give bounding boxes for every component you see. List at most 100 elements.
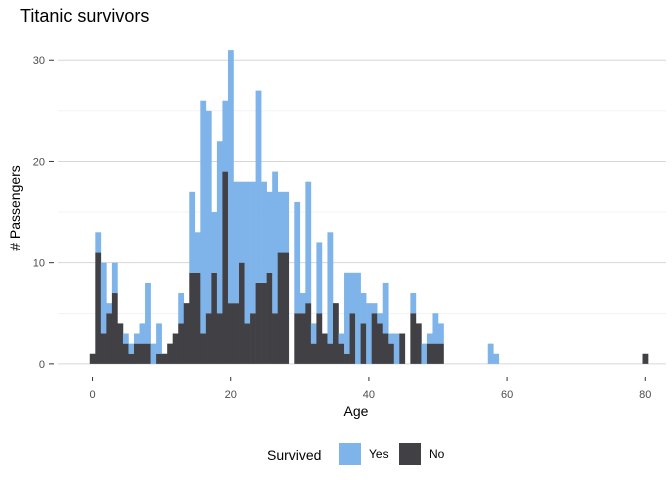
bar-no bbox=[227, 303, 234, 364]
bar-yes bbox=[272, 171, 279, 314]
bar-yes bbox=[371, 303, 378, 314]
chart-title: Titanic survivors bbox=[20, 6, 149, 26]
bar-no bbox=[255, 282, 262, 364]
bar-yes bbox=[299, 293, 306, 314]
bar-no bbox=[272, 313, 279, 364]
bar-no bbox=[283, 252, 290, 364]
bar-no bbox=[239, 262, 245, 364]
legend-title: Survived bbox=[267, 447, 321, 463]
bar-no bbox=[172, 333, 179, 364]
bar-no bbox=[371, 313, 378, 364]
bar-yes bbox=[432, 313, 439, 344]
x-axis-ticks: 0 20 40 60 80 bbox=[89, 377, 651, 401]
bar-no bbox=[222, 171, 229, 364]
bar-no bbox=[327, 343, 334, 364]
bar-no bbox=[117, 323, 124, 364]
bar-yes bbox=[355, 272, 361, 364]
gridlines bbox=[58, 59, 666, 365]
bar-no bbox=[233, 303, 240, 364]
bar-no bbox=[277, 252, 284, 364]
bar-yes bbox=[122, 333, 129, 344]
legend-swatch-no bbox=[399, 443, 421, 465]
bar-yes bbox=[250, 181, 256, 314]
bar-yes bbox=[305, 181, 312, 304]
bar-no bbox=[266, 272, 273, 364]
bar-no bbox=[145, 343, 151, 364]
y-tick-label: 10 bbox=[33, 258, 45, 270]
bar-yes bbox=[106, 303, 113, 314]
bar-no bbox=[382, 333, 389, 364]
bar-no bbox=[438, 343, 444, 364]
bar-no bbox=[106, 313, 113, 364]
bar-no bbox=[244, 323, 251, 364]
bar-yes bbox=[327, 232, 334, 344]
bar-no bbox=[294, 313, 301, 364]
bar-no bbox=[377, 323, 384, 364]
bar-yes bbox=[194, 232, 201, 273]
bar-no bbox=[305, 303, 312, 364]
bar-yes bbox=[438, 323, 444, 344]
bar-no bbox=[642, 353, 649, 364]
bar-yes bbox=[338, 333, 345, 344]
bar-yes bbox=[393, 333, 400, 364]
bar-no bbox=[178, 323, 185, 364]
bar-yes bbox=[316, 242, 323, 314]
bar-no bbox=[338, 343, 345, 364]
bar-yes bbox=[493, 353, 500, 364]
bars bbox=[89, 50, 649, 364]
bar-no bbox=[183, 303, 190, 364]
x-tick-label: 40 bbox=[363, 389, 375, 401]
y-axis-ticks: 0 10 20 30 bbox=[33, 55, 54, 371]
bar-yes bbox=[426, 333, 433, 344]
bar-no bbox=[167, 343, 173, 364]
bar-no bbox=[316, 313, 323, 364]
x-tick-label: 20 bbox=[225, 389, 237, 401]
bar-no bbox=[189, 272, 196, 364]
y-tick-label: 30 bbox=[33, 55, 45, 67]
bar-yes bbox=[139, 323, 146, 344]
x-axis-title: Age bbox=[344, 403, 369, 419]
bar-no bbox=[128, 353, 135, 364]
bar-no bbox=[139, 343, 146, 364]
bar-no bbox=[299, 313, 306, 364]
bar-no bbox=[310, 343, 317, 364]
bar-yes bbox=[178, 293, 185, 324]
x-tick-label: 60 bbox=[501, 389, 513, 401]
bar-no bbox=[134, 343, 140, 364]
y-axis-title: # Passengers bbox=[7, 165, 23, 251]
bar-yes bbox=[255, 90, 262, 283]
bar-yes bbox=[128, 343, 135, 354]
bar-yes bbox=[487, 343, 494, 364]
x-tick-label: 80 bbox=[639, 389, 651, 401]
bar-yes bbox=[95, 232, 102, 253]
bar-yes bbox=[227, 50, 234, 304]
bar-yes bbox=[388, 333, 395, 344]
bar-yes bbox=[360, 293, 367, 324]
y-tick-label: 0 bbox=[39, 359, 45, 371]
bar-yes bbox=[189, 191, 196, 273]
bar-yes bbox=[100, 262, 107, 334]
bar-yes bbox=[150, 343, 157, 364]
bar-no bbox=[211, 272, 218, 364]
bar-no bbox=[349, 313, 356, 364]
bar-no bbox=[200, 333, 207, 364]
bar-no bbox=[388, 343, 395, 364]
bar-yes bbox=[410, 293, 417, 314]
bar-yes bbox=[233, 181, 240, 304]
bar-no bbox=[216, 313, 223, 364]
bar-yes bbox=[421, 343, 428, 364]
bar-no bbox=[415, 323, 422, 364]
bar-yes bbox=[244, 181, 251, 324]
bar-yes bbox=[111, 262, 118, 294]
bar-yes bbox=[211, 212, 218, 273]
bar-yes bbox=[261, 181, 267, 283]
bar-yes bbox=[382, 282, 389, 334]
bar-yes bbox=[222, 100, 229, 172]
bar-no bbox=[432, 343, 439, 364]
x-tick-label: 0 bbox=[89, 389, 95, 401]
bar-yes bbox=[239, 181, 245, 263]
bar-yes bbox=[134, 333, 140, 344]
bar-no bbox=[95, 252, 102, 364]
bar-yes bbox=[349, 272, 356, 314]
y-tick-label: 20 bbox=[33, 156, 45, 168]
